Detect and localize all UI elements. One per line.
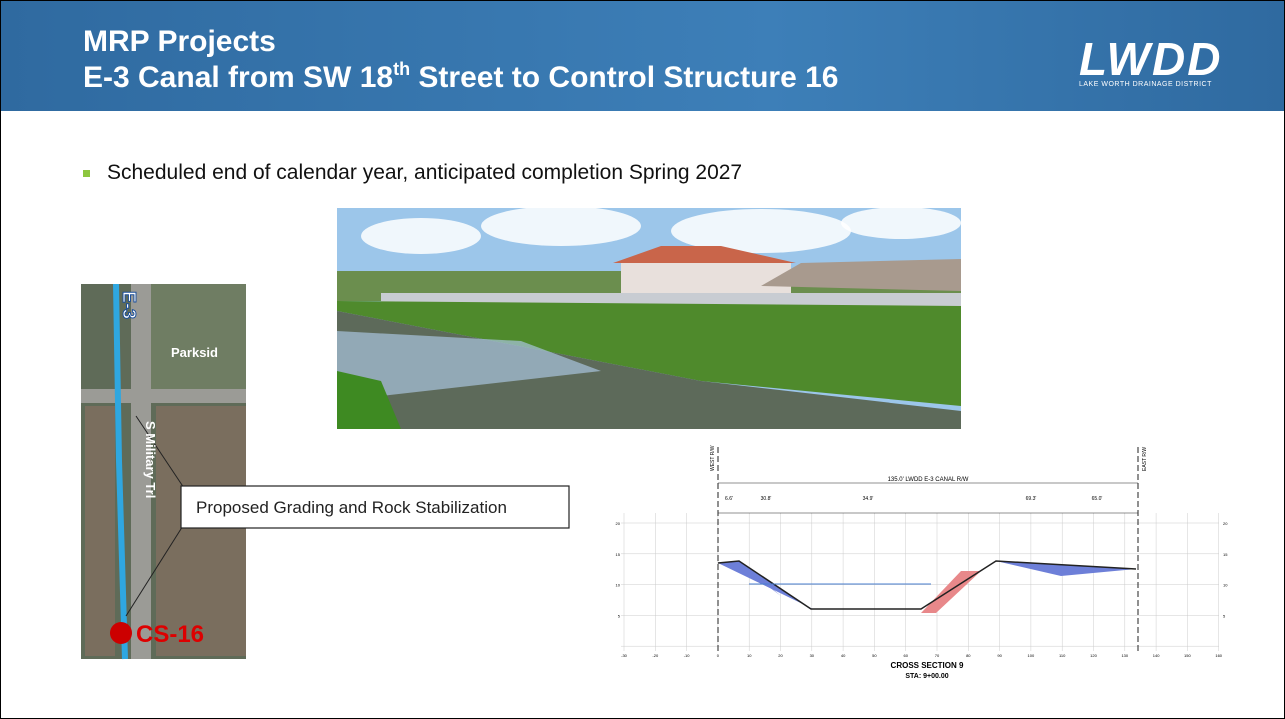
axis-label: 15 — [1223, 552, 1228, 557]
section-station: STA: 9+00.00 — [905, 673, 948, 680]
title: E-3 Canal from SW 18th Street to Control… — [83, 59, 839, 95]
axis-label: 10 — [616, 583, 621, 588]
axis-label: -20 — [652, 653, 659, 658]
cross-section: 135.0' LWDD E-3 CANAL R/W WEST R/W EAST … — [586, 445, 1271, 681]
axis-label: 10 — [747, 653, 752, 658]
axis-label: 70 — [935, 653, 940, 658]
logo: LWDD — [1079, 33, 1223, 85]
title-sup: th — [393, 59, 411, 79]
header — [1, 1, 1284, 111]
title-part: E-3 Canal from SW 18 — [83, 61, 394, 94]
axis-label: 20 — [1223, 521, 1228, 526]
title: MRP Projects — [83, 25, 276, 58]
dimension: 135.0' LWDD E-3 CANAL R/W — [888, 477, 969, 483]
axis-label: 50 — [872, 653, 877, 658]
axis-label: 30 — [810, 653, 815, 658]
bullet-text: Scheduled end of calendar year, anticipa… — [107, 161, 743, 184]
axis-label: 10 — [1223, 583, 1228, 588]
axis-label: -10 — [684, 653, 691, 658]
axis-label: 0 — [717, 653, 720, 658]
dimension: 34.9' — [863, 496, 874, 502]
dimension: 65.0' — [1092, 496, 1103, 502]
map-label: S Military Trl — [143, 421, 158, 498]
map-label: Parksid — [171, 345, 218, 360]
axis-label: 5 — [1223, 613, 1226, 618]
row-label: EAST R/W — [1142, 447, 1148, 471]
axis-label: 80 — [966, 653, 971, 658]
map: E-3 Parksid S Military Trl CS-16 Propose… — [71, 271, 570, 666]
axis-label: 90 — [997, 653, 1002, 658]
photo — [337, 206, 961, 429]
axis-label: 15 — [616, 552, 621, 557]
section-title: CROSS SECTION 9 — [891, 661, 964, 670]
dimension: 69.3' — [1026, 496, 1037, 502]
title-part: Street to Control Structure 16 — [410, 61, 839, 94]
row-label: WEST R/W — [710, 445, 716, 471]
dimension: 30.8' — [761, 496, 772, 502]
logo-subtitle: LAKE WORTH DRAINAGE DISTRICT — [1079, 81, 1212, 88]
map-label: CS-16 — [136, 621, 204, 648]
axis-label: 20 — [778, 653, 783, 658]
axis-label: 5 — [618, 613, 621, 618]
axis-label: 40 — [841, 653, 846, 658]
axis-label: 60 — [903, 653, 908, 658]
dimension: 6.6' — [725, 496, 733, 502]
map-label: E-3 — [119, 291, 139, 319]
axis-label: 130 — [1121, 653, 1128, 658]
axis-label: 100 — [1028, 653, 1035, 658]
axis-label: 120 — [1090, 653, 1097, 658]
axis-label: 150 — [1184, 653, 1191, 658]
bullet: Scheduled end of calendar year, anticipa… — [82, 161, 743, 185]
axis-label: 20 — [616, 521, 621, 526]
axis-label: 110 — [1059, 653, 1066, 658]
callout: Proposed Grading and Rock Stabilization — [196, 498, 507, 517]
axis-label: -30 — [621, 653, 628, 658]
axis-label: 140 — [1153, 653, 1160, 658]
axis-label: 160 — [1215, 653, 1222, 658]
